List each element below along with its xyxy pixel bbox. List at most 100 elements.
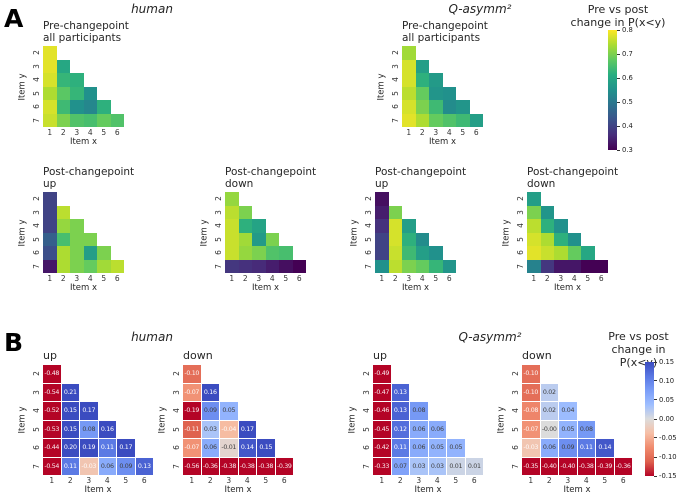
x-tick-label: 5	[283, 274, 289, 284]
heatmap-cell	[540, 246, 554, 260]
x-axis-label: Item x	[428, 137, 457, 148]
heatmap-cell: 0.03	[428, 457, 446, 475]
heatmap-cell	[595, 246, 609, 260]
heatmap-cell	[456, 73, 470, 87]
heatmap-cell	[136, 402, 154, 420]
y-tick-label: 7	[171, 463, 181, 469]
y-tick-label: 5	[31, 236, 41, 242]
heatmap-cell	[443, 73, 457, 87]
x-tick-label: 3	[74, 274, 80, 284]
heatmap-cell	[117, 365, 135, 383]
heatmap-cell	[83, 86, 97, 101]
y-axis-ticks: 2 3 4 5 6 7	[513, 192, 527, 273]
heatmap-cell	[415, 100, 429, 114]
heatmap-cell	[43, 113, 57, 128]
y-axis-ticks: 2 3 4 5 6 7	[29, 46, 43, 127]
x-tick-label: 4	[571, 274, 577, 284]
heatmap-cell	[554, 192, 568, 206]
heatmap-cell	[581, 246, 595, 260]
x-tick-label: 1	[47, 274, 53, 284]
heatmap-cell	[276, 402, 294, 420]
y-tick-label: 3	[171, 389, 181, 395]
y-tick-label: 2	[363, 196, 373, 202]
heatmap-cell	[456, 100, 470, 114]
colorbar-tick-label: 0.15	[654, 358, 674, 366]
heatmap-cell: 0.06	[540, 439, 558, 457]
x-tick-label: 4	[583, 476, 589, 485]
heatmap-cell	[415, 86, 429, 101]
heatmap-cell	[415, 59, 429, 74]
heatmap-cell	[410, 365, 428, 383]
heatmap-cell	[56, 246, 70, 260]
heatmap-cell	[80, 365, 98, 383]
subplot-title: up	[373, 349, 387, 362]
heatmap-cell: 0.15	[61, 402, 79, 420]
heatmap-cell	[43, 100, 57, 114]
heatmap-cell	[238, 205, 252, 220]
heatmap-cell	[447, 421, 465, 439]
heatmap-cell	[83, 100, 97, 114]
heatmap-cell	[415, 113, 429, 128]
heatmap-cell: -0.56	[183, 457, 201, 475]
heatmap-cell	[375, 205, 389, 220]
heatmap-cell: 0.08	[80, 420, 98, 438]
heatmap-cell	[375, 232, 389, 247]
heatmap-cell: -0.40	[540, 457, 558, 475]
heatmap-cell	[402, 259, 416, 274]
heatmap-cell	[110, 113, 124, 128]
x-axis-label: Item x	[401, 283, 430, 294]
heatmap-cell	[97, 60, 111, 74]
heatmap-cell	[595, 192, 609, 206]
heatmap-cell	[466, 384, 484, 402]
y-tick-label: 5	[31, 426, 41, 432]
heatmap-cell: -0.03	[522, 439, 540, 457]
y-tick-label: 2	[515, 196, 525, 202]
heatmap-cell	[279, 206, 293, 220]
heatmap-cell	[279, 259, 293, 274]
y-tick-label: 3	[31, 389, 41, 395]
colorbar-tick-label: 0.5	[617, 98, 633, 106]
heatmap-cell	[415, 246, 429, 260]
y-tick-label: 5	[515, 236, 525, 242]
heatmap-cell: 0.02	[540, 402, 558, 420]
heatmap-cell: -0.54	[43, 383, 61, 401]
y-tick-label: 7	[363, 263, 373, 269]
x-tick-label: 2	[392, 274, 398, 284]
heatmap-cell	[581, 206, 595, 220]
heatmap-cell	[567, 259, 581, 274]
heatmap-cell	[83, 113, 97, 128]
y-tick-label: 2	[31, 50, 41, 56]
y-axis-label: Item y	[18, 73, 28, 101]
heatmap-cell: -0.01	[220, 439, 238, 457]
x-tick-label: 3	[226, 476, 232, 485]
heatmap-cell	[429, 384, 447, 402]
heatmap-cell	[56, 86, 70, 101]
y-tick-label: 4	[510, 408, 520, 414]
heatmap-cell	[57, 46, 71, 60]
heatmap-grid	[225, 192, 306, 274]
heatmap-cell: 0.05	[428, 439, 446, 457]
heatmap-cell	[84, 46, 98, 60]
colorbar-tick-label: 0.00	[654, 415, 674, 423]
heatmap-cell	[466, 439, 484, 457]
heatmap-cell	[447, 402, 465, 420]
y-axis-label: Item y	[348, 406, 358, 434]
heatmap-cell: -0.54	[43, 457, 61, 475]
y-tick-label: 7	[31, 117, 41, 123]
y-tick-label: 7	[361, 463, 371, 469]
heatmap-cell	[56, 73, 70, 87]
heatmap-cell	[70, 86, 84, 101]
colorbar-tick-label: 0.7	[617, 50, 633, 58]
heatmap-cell	[527, 192, 541, 206]
heatmap-cell	[568, 192, 582, 206]
heatmap-cell	[595, 206, 609, 220]
heatmap-cell	[470, 87, 484, 101]
colorbar-b-gradient: 0.15 0.10 0.05 0.00 -0.05 -0.10 -0.15	[645, 358, 677, 480]
